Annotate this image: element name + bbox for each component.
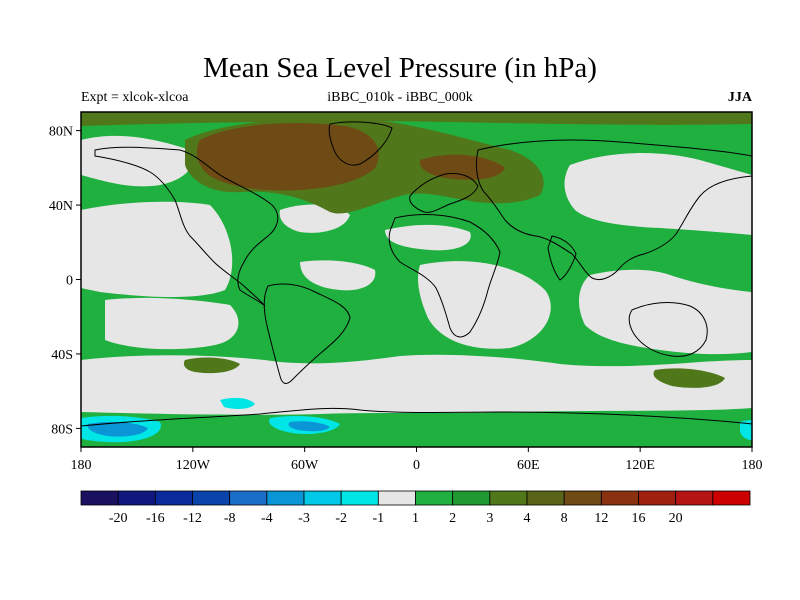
colorbar-swatch <box>712 490 751 506</box>
colorbar-label: -12 <box>183 511 202 526</box>
colorbar-label: -3 <box>298 511 310 526</box>
africa-outline <box>388 214 501 338</box>
y-tick-label: 80S <box>51 422 73 437</box>
x-tick-label: 0 <box>413 458 420 473</box>
colorbar-swatch <box>192 490 231 506</box>
colorbar-swatch <box>229 490 268 506</box>
antarctica-outline <box>81 407 752 427</box>
greenland-outline <box>328 121 393 166</box>
colorbar-swatch <box>675 490 714 506</box>
south-america-outline <box>263 283 351 384</box>
colorbar-swatch <box>377 490 416 506</box>
colorbar-swatch <box>415 490 454 506</box>
colorbar-label: 16 <box>632 511 646 526</box>
x-tick-label: 120W <box>176 458 211 473</box>
colorbar-swatch <box>526 490 565 506</box>
europe-outline <box>409 173 479 213</box>
colorbar-swatch <box>638 490 677 506</box>
colorbar-label: 3 <box>486 511 493 526</box>
x-tick-label: 180 <box>742 458 763 473</box>
colorbar-swatch <box>563 490 602 506</box>
australia-outline <box>628 302 708 357</box>
colorbar-swatch <box>600 490 639 506</box>
x-tick-label: 180 <box>71 458 92 473</box>
colorbar-swatch <box>340 490 379 506</box>
map-title: Mean Sea Level Pressure (in hPa) <box>203 52 597 84</box>
colorbar-label: 2 <box>449 511 456 526</box>
colorbar-label: -20 <box>109 511 128 526</box>
y-tick-label: 80N <box>49 125 73 140</box>
colorbar-label: 12 <box>594 511 608 526</box>
colorbar: -20 -16 -12 -8 -4 -3 -2 -1 1 2 3 4 8 12 16 20 <box>80 490 751 526</box>
x-tick-label: 120E <box>625 458 655 473</box>
colorbar-swatch <box>117 490 156 506</box>
experiment-label: Expt = xlcok-xlcoa <box>81 90 189 105</box>
positive-4-8-regions <box>196 122 505 191</box>
negative-regions <box>81 397 752 443</box>
x-axis: 180 120W 60W 0 60E 120E 180 <box>71 447 763 473</box>
y-tick-label: 40N <box>49 199 73 214</box>
colorbar-swatch <box>452 490 491 506</box>
colorbar-label: 20 <box>669 511 683 526</box>
season-label: JJA <box>727 90 752 105</box>
y-tick-label: 40S <box>51 348 73 363</box>
colorbar-label: -2 <box>335 511 347 526</box>
colorbar-swatch <box>80 490 119 506</box>
y-axis: 80N 40N 0 40S 80S <box>49 125 81 437</box>
colorbar-swatch <box>303 490 342 506</box>
comparison-label: iBBC_010k - iBBC_000k <box>327 90 473 105</box>
colorbar-swatch <box>266 490 305 506</box>
x-tick-label: 60W <box>291 458 319 473</box>
coastlines <box>81 121 752 427</box>
neutral-regions <box>81 135 752 415</box>
y-tick-label: 0 <box>66 274 73 289</box>
colorbar-label: -16 <box>146 511 165 526</box>
colorbar-label: -8 <box>224 511 236 526</box>
colorbar-label: -4 <box>261 511 273 526</box>
colorbar-label: 8 <box>561 511 568 526</box>
colorbar-swatch <box>154 490 193 506</box>
colorbar-label: 1 <box>412 511 419 526</box>
india-outline <box>547 235 577 281</box>
colorbar-label: -1 <box>372 511 384 526</box>
asia-outline <box>475 139 752 281</box>
north-america-outline <box>94 146 279 307</box>
colorbar-swatch <box>489 490 528 506</box>
colorbar-label: 4 <box>524 511 531 526</box>
pressure-field <box>81 112 752 447</box>
x-tick-label: 60E <box>517 458 540 473</box>
